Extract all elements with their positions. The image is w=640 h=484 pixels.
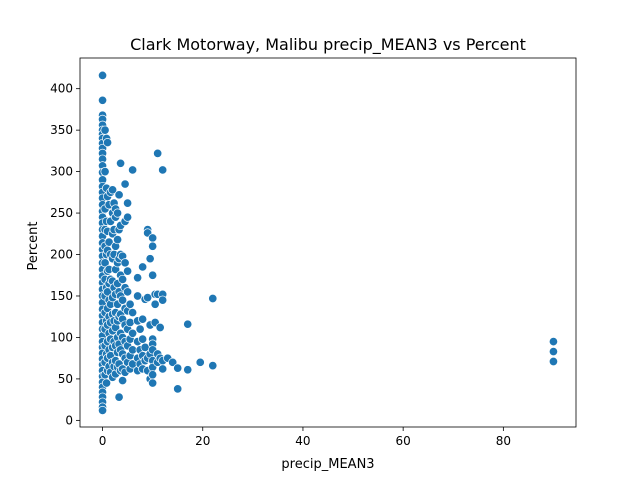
data-point-237 (158, 165, 168, 175)
y-tick-label-100: 100 (50, 330, 73, 344)
data-point-235 (155, 322, 165, 333)
x-tick-label-20: 20 (195, 434, 210, 448)
data-point-1 (98, 95, 108, 105)
data-point-211 (143, 293, 153, 303)
plot-frame (79, 57, 577, 428)
axes-layer: 0 20 40 60 80 0 50 100 150 200 250 300 350 400 (50, 57, 577, 448)
data-point-164 (118, 376, 128, 386)
data-point-246 (183, 319, 193, 329)
data-point-229 (150, 299, 160, 309)
data-point-214 (145, 254, 155, 264)
data-point-86 (104, 237, 114, 247)
data-point-159 (118, 295, 128, 305)
x-tick-label-0: 0 (99, 434, 107, 448)
x-axis-label: precip_MEAN3 (281, 457, 374, 472)
data-point-251 (548, 337, 558, 347)
data-point-193 (133, 291, 143, 301)
data-point-220 (148, 270, 158, 280)
y-tick-label-0: 0 (65, 413, 73, 427)
data-point-140 (114, 190, 124, 200)
data-point-190 (128, 345, 138, 355)
data-point-198 (135, 324, 145, 334)
data-point-177 (123, 287, 133, 297)
data-point-165 (120, 179, 130, 189)
data-point-73 (102, 378, 112, 388)
data-point-219 (148, 241, 158, 251)
data-point-175 (123, 212, 133, 222)
data-point-188 (128, 308, 138, 318)
data-point-241 (158, 364, 168, 374)
data-point-202 (138, 314, 148, 324)
data-point-148 (116, 158, 126, 168)
data-point-231 (153, 148, 163, 158)
data-point-174 (123, 198, 133, 208)
data-point-226 (148, 370, 158, 380)
y-tick-label-300: 300 (50, 165, 73, 179)
y-tick-label-50: 50 (58, 372, 73, 386)
data-point-147 (114, 392, 124, 402)
chart-title: Clark Motorway, Malibu precip_MEAN3 vs P… (130, 35, 526, 55)
y-tick-label-250: 250 (50, 206, 73, 220)
data-point-250 (208, 361, 218, 371)
y-axis-label: Percent (26, 222, 41, 271)
data-point-158 (118, 274, 128, 284)
data-point-248 (195, 357, 205, 367)
x-tick-label-40: 40 (295, 434, 310, 448)
data-point-54 (100, 167, 110, 177)
data-point-244 (173, 363, 183, 373)
y-tick-label-200: 200 (50, 248, 73, 262)
x-tick-label-80: 80 (496, 434, 511, 448)
data-point-183 (125, 317, 135, 328)
data-point-253 (548, 356, 558, 367)
data-point-227 (148, 378, 158, 388)
data-point-53 (100, 125, 110, 135)
data-point-176 (123, 266, 133, 276)
data-point-74 (103, 138, 113, 148)
data-point-247 (183, 365, 193, 375)
x-tick-label-60: 60 (396, 434, 411, 448)
y-tick-label-350: 350 (50, 123, 73, 137)
data-point-132 (113, 235, 123, 245)
data-point-187 (128, 165, 138, 175)
data-point-192 (133, 273, 143, 283)
data-point-182 (125, 299, 135, 309)
data-point-245 (173, 384, 183, 394)
data-point-131 (113, 208, 123, 218)
data-point-201 (138, 262, 148, 272)
data-point-252 (548, 346, 558, 357)
y-tick-label-400: 400 (50, 82, 73, 96)
y-tick-label-150: 150 (50, 289, 73, 303)
data-point-52 (98, 405, 108, 415)
data-point-239 (158, 295, 168, 305)
data-point-203 (138, 334, 148, 344)
data-point-249 (208, 293, 218, 304)
data-point-0 (98, 70, 108, 80)
data-point-103 (108, 185, 118, 195)
data-point-218 (148, 233, 158, 243)
data-point-167 (120, 258, 130, 268)
data-point-243 (168, 357, 178, 367)
data-point-189 (128, 328, 138, 338)
points-layer (98, 70, 558, 415)
